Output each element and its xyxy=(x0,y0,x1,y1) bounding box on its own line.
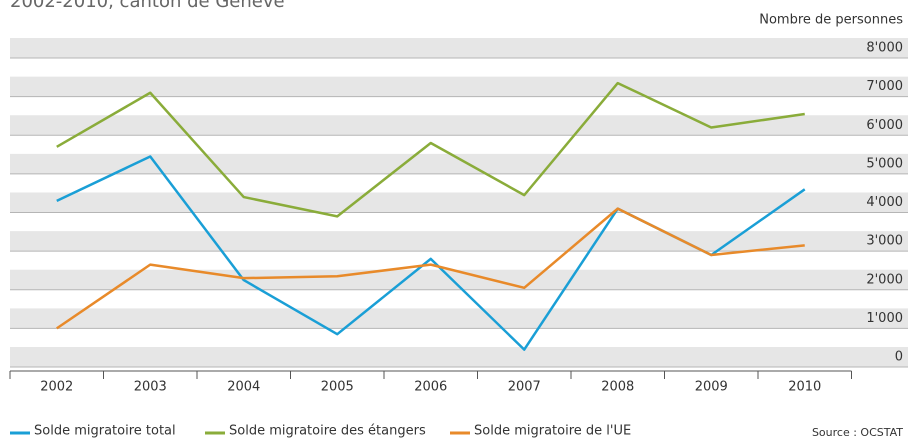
grid-band xyxy=(10,153,908,174)
y-tick-label: 0 xyxy=(895,350,903,365)
y-tick-label: 6'000 xyxy=(866,118,903,133)
y-axis-label: Nombre de personnes xyxy=(759,13,903,28)
y-tick-label: 2'000 xyxy=(866,272,903,287)
x-tick-label: 2008 xyxy=(601,380,634,395)
grid-band xyxy=(10,192,908,213)
x-tick-label: 2003 xyxy=(134,380,167,395)
grid-band xyxy=(10,347,908,367)
grid-band xyxy=(10,38,908,58)
chart-subtitle: 2002-2010, canton de Genève xyxy=(10,0,285,12)
grid-band xyxy=(10,269,908,290)
y-tick-label: 3'000 xyxy=(866,234,903,249)
y-tick-label: 1'000 xyxy=(866,311,903,326)
y-tick-label: 7'000 xyxy=(866,79,903,94)
y-tick-label: 4'000 xyxy=(866,195,903,210)
x-tick-label: 2004 xyxy=(227,380,260,395)
grid-band xyxy=(10,308,908,329)
series-line xyxy=(56,81,805,218)
legend-label: Solde migratoire de l'UE xyxy=(474,424,631,438)
y-tick-label: 8'000 xyxy=(866,41,903,56)
x-tick-label: 2010 xyxy=(788,380,821,395)
grid-band xyxy=(10,115,908,136)
y-tick-label: 5'000 xyxy=(866,156,903,171)
x-tick-label: 2002 xyxy=(40,380,73,395)
legend-label: Solde migratoire des étangers xyxy=(229,424,426,438)
grid-band xyxy=(10,76,908,97)
x-tick-label: 2006 xyxy=(414,380,447,395)
source: Source : OCSTAT xyxy=(812,426,903,438)
grid-band xyxy=(10,231,908,252)
x-tick-label: 2007 xyxy=(508,380,541,395)
series-line xyxy=(56,207,805,330)
legend-label: Solde migratoire total xyxy=(34,424,176,438)
x-tick-label: 2009 xyxy=(695,380,728,395)
x-tick-label: 2005 xyxy=(321,380,354,395)
